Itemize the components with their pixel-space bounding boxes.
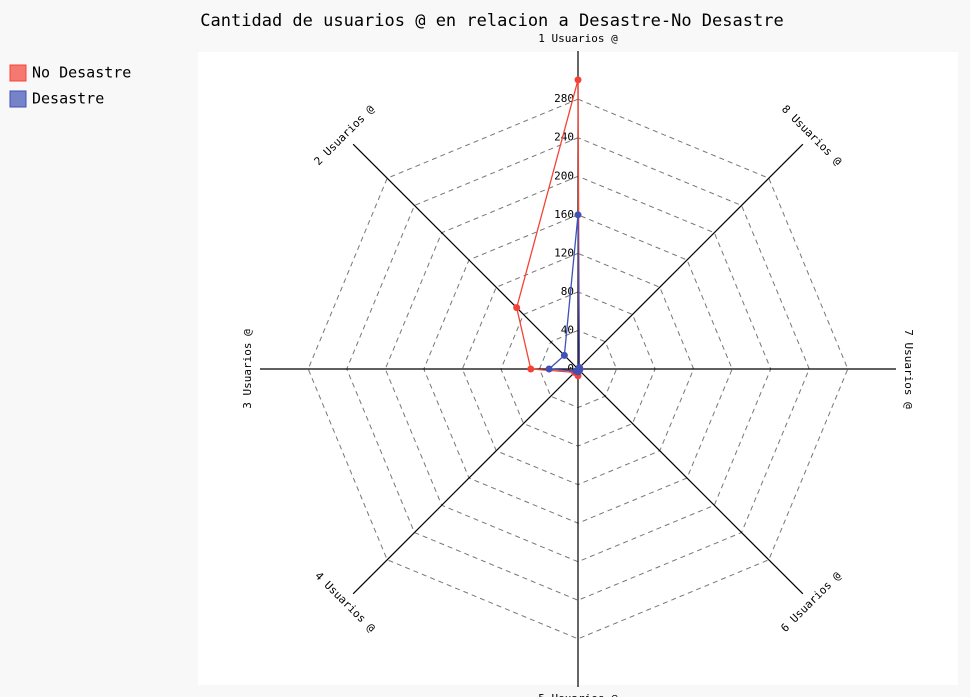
data-point bbox=[545, 365, 553, 373]
axis-label: 7 Usuarios @ bbox=[902, 329, 915, 409]
axis-label: 1 Usuarios @ bbox=[538, 32, 618, 45]
data-point bbox=[513, 304, 521, 312]
data-point bbox=[575, 364, 583, 372]
y-tick-label: 240 bbox=[554, 131, 574, 144]
y-tick-label: 120 bbox=[554, 246, 574, 259]
legend-swatch bbox=[9, 64, 27, 82]
axis-label: 3 Usuarios @ bbox=[241, 329, 254, 409]
data-point bbox=[527, 365, 535, 373]
y-tick-label: 280 bbox=[554, 92, 574, 105]
axis-line bbox=[352, 368, 579, 595]
chart-title: Cantidad de usuarios @ en relacion a Des… bbox=[200, 11, 783, 31]
data-point bbox=[560, 351, 568, 359]
y-tick-label: 80 bbox=[561, 285, 574, 298]
grid-line bbox=[384, 175, 772, 563]
y-tick-label: 160 bbox=[554, 208, 574, 221]
legend-label: Desastre bbox=[32, 90, 104, 108]
legend-label: No Desastre bbox=[32, 64, 131, 82]
y-tick-label: 0 bbox=[567, 362, 574, 375]
grid-line bbox=[346, 137, 810, 601]
data-point bbox=[574, 211, 582, 219]
axis-label: 5 Usuarios @ bbox=[538, 692, 618, 697]
axis-line bbox=[577, 143, 804, 370]
axis-line bbox=[577, 368, 804, 595]
legend-swatch bbox=[9, 90, 27, 108]
y-tick-label: 200 bbox=[554, 169, 574, 182]
axis-line bbox=[352, 143, 579, 370]
data-point bbox=[574, 76, 582, 84]
